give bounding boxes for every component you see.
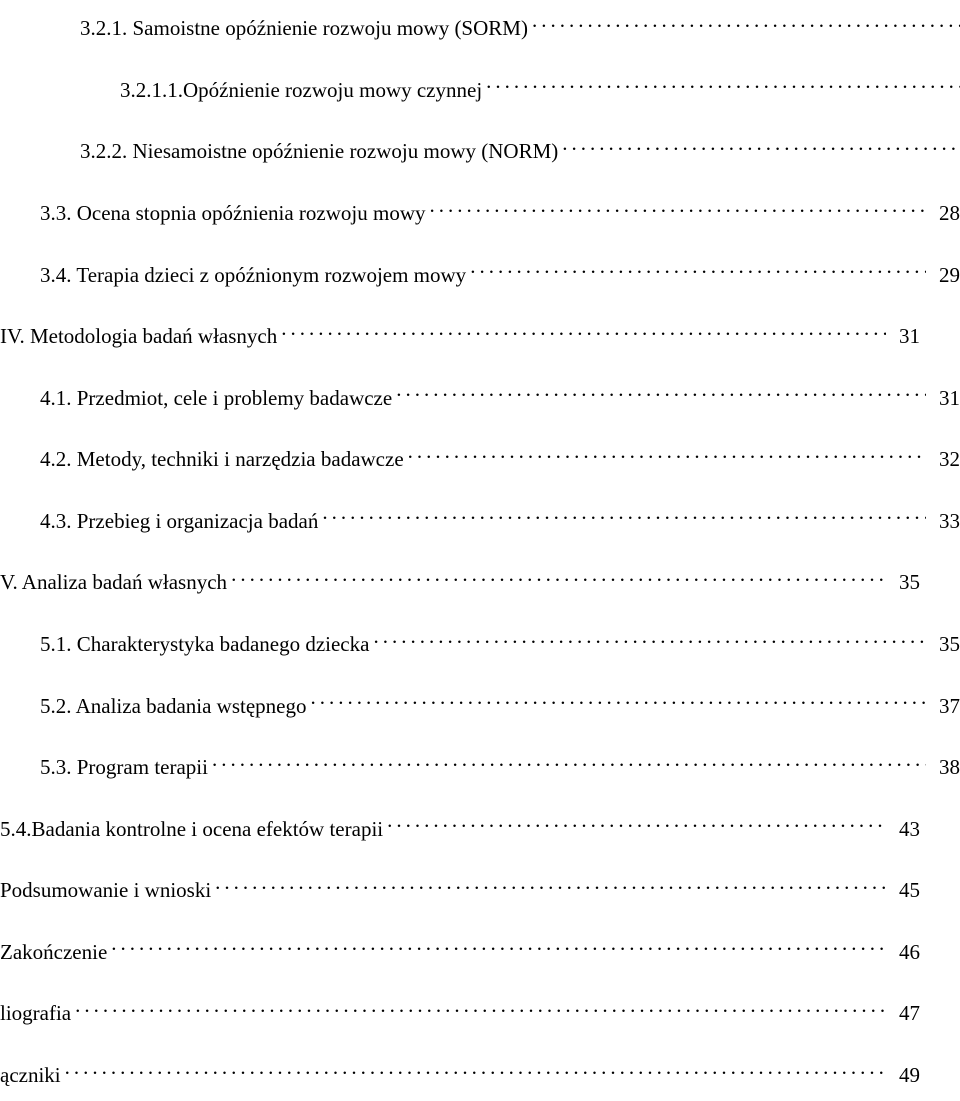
toc-entry-page: 35 [930,630,960,659]
toc-entry-page: 33 [930,507,960,536]
toc-row: 5.4.Badania kontrolne i ocena efektów te… [0,811,920,845]
toc-entry-title: 4.3. Przebieg i organizacja badań [40,507,318,536]
toc-page: 3.2.1. Samoistne opóźnienie rozwoju mowy… [0,0,960,1101]
toc-row: 3.2.1. Samoistne opóźnienie rozwoju mowy… [0,10,960,44]
toc-entry-page: 45 [890,876,920,905]
toc-entry-page: 46 [890,938,920,967]
toc-row: 4.3. Przebieg i organizacja badań 33 [0,503,960,537]
toc-leader-dots [562,133,960,158]
toc-entry-title: 3.2.2. Niesamoistne opóźnienie rozwoju m… [80,137,558,166]
toc-entry-title: 5.1. Charakterystyka badanego dziecka [40,630,369,659]
toc-entry-page: 31 [930,384,960,413]
toc-entry-title: 3.2.1.1.Opóźnienie rozwoju mowy czynnej [120,76,482,105]
toc-leader-dots [430,195,927,220]
toc-row: 3.4. Terapia dzieci z opóźnionym rozwoje… [0,256,960,290]
toc-entry-title: 3.2.1. Samoistne opóźnienie rozwoju mowy… [80,14,528,43]
toc-leader-dots [281,318,886,343]
toc-row: liografia 47 [0,995,920,1029]
toc-entry-title: Zakończenie [0,938,107,967]
toc-entry-title: 4.1. Przedmiot, cele i problemy badawcze [40,384,392,413]
toc-leader-dots [111,934,886,959]
table-of-contents: 3.2.1. Samoistne opóźnienie rozwoju mowy… [0,10,920,1090]
toc-entry-page: 31 [890,322,920,351]
toc-entry-page: 38 [930,753,960,782]
toc-row: V. Analiza badań własnych 35 [0,564,920,598]
toc-entry-page: 29 [930,261,960,290]
toc-entry-page: 28 [930,199,960,228]
toc-row: 5.1. Charakterystyka badanego dziecka 35 [0,626,960,660]
toc-entry-title: 4.2. Metody, techniki i narzędzia badawc… [40,445,404,474]
toc-leader-dots [532,10,960,35]
toc-entry-title: 3.3. Ocena stopnia opóźnienia rozwoju mo… [40,199,426,228]
toc-entry-title: Podsumowanie i wnioski [0,876,211,905]
toc-leader-dots [311,687,927,712]
toc-leader-dots [486,72,960,97]
toc-leader-dots [387,811,886,836]
toc-row: 3.2.2. Niesamoistne opóźnienie rozwoju m… [0,133,960,167]
toc-row: Zakończenie 46 [0,934,920,968]
toc-row: 5.2. Analiza badania wstępnego 37 [0,687,960,721]
toc-leader-dots [322,503,926,528]
toc-entry-page: 43 [890,815,920,844]
toc-entry-title: ączniki [0,1061,61,1090]
toc-leader-dots [408,441,926,466]
toc-row: 3.3. Ocena stopnia opóźnienia rozwoju mo… [0,195,960,229]
toc-leader-dots [373,626,926,651]
toc-entry-title: 5.3. Program terapii [40,753,208,782]
toc-entry-title: 3.4. Terapia dzieci z opóźnionym rozwoje… [40,261,466,290]
toc-entry-title: liografia [0,999,71,1028]
toc-entry-title: V. Analiza badań własnych [0,568,227,597]
toc-entry-page: 32 [930,445,960,474]
toc-leader-dots [75,995,886,1020]
toc-row: 3.2.1.1.Opóźnienie rozwoju mowy czynnej2… [0,72,960,106]
toc-entry-page: 47 [890,999,920,1028]
toc-row: IV. Metodologia badań własnych 31 [0,318,920,352]
toc-entry-page: 35 [890,568,920,597]
toc-entry-page: 37 [930,692,960,721]
toc-leader-dots [65,1057,886,1082]
toc-leader-dots [212,749,926,774]
toc-row: Podsumowanie i wnioski 45 [0,872,920,906]
toc-row: ączniki 49 [0,1057,920,1091]
toc-row: 4.2. Metody, techniki i narzędzia badawc… [0,441,960,475]
toc-row: 5.3. Program terapii 38 [0,749,960,783]
toc-entry-page: 49 [890,1061,920,1090]
toc-leader-dots [396,379,926,404]
toc-entry-title: IV. Metodologia badań własnych [0,322,277,351]
toc-leader-dots [231,564,886,589]
toc-entry-title: 5.4.Badania kontrolne i ocena efektów te… [0,815,383,844]
toc-leader-dots [215,872,886,897]
toc-row: 4.1. Przedmiot, cele i problemy badawcze… [0,379,960,413]
toc-entry-title: 5.2. Analiza badania wstępnego [40,692,307,721]
toc-leader-dots [470,256,926,281]
